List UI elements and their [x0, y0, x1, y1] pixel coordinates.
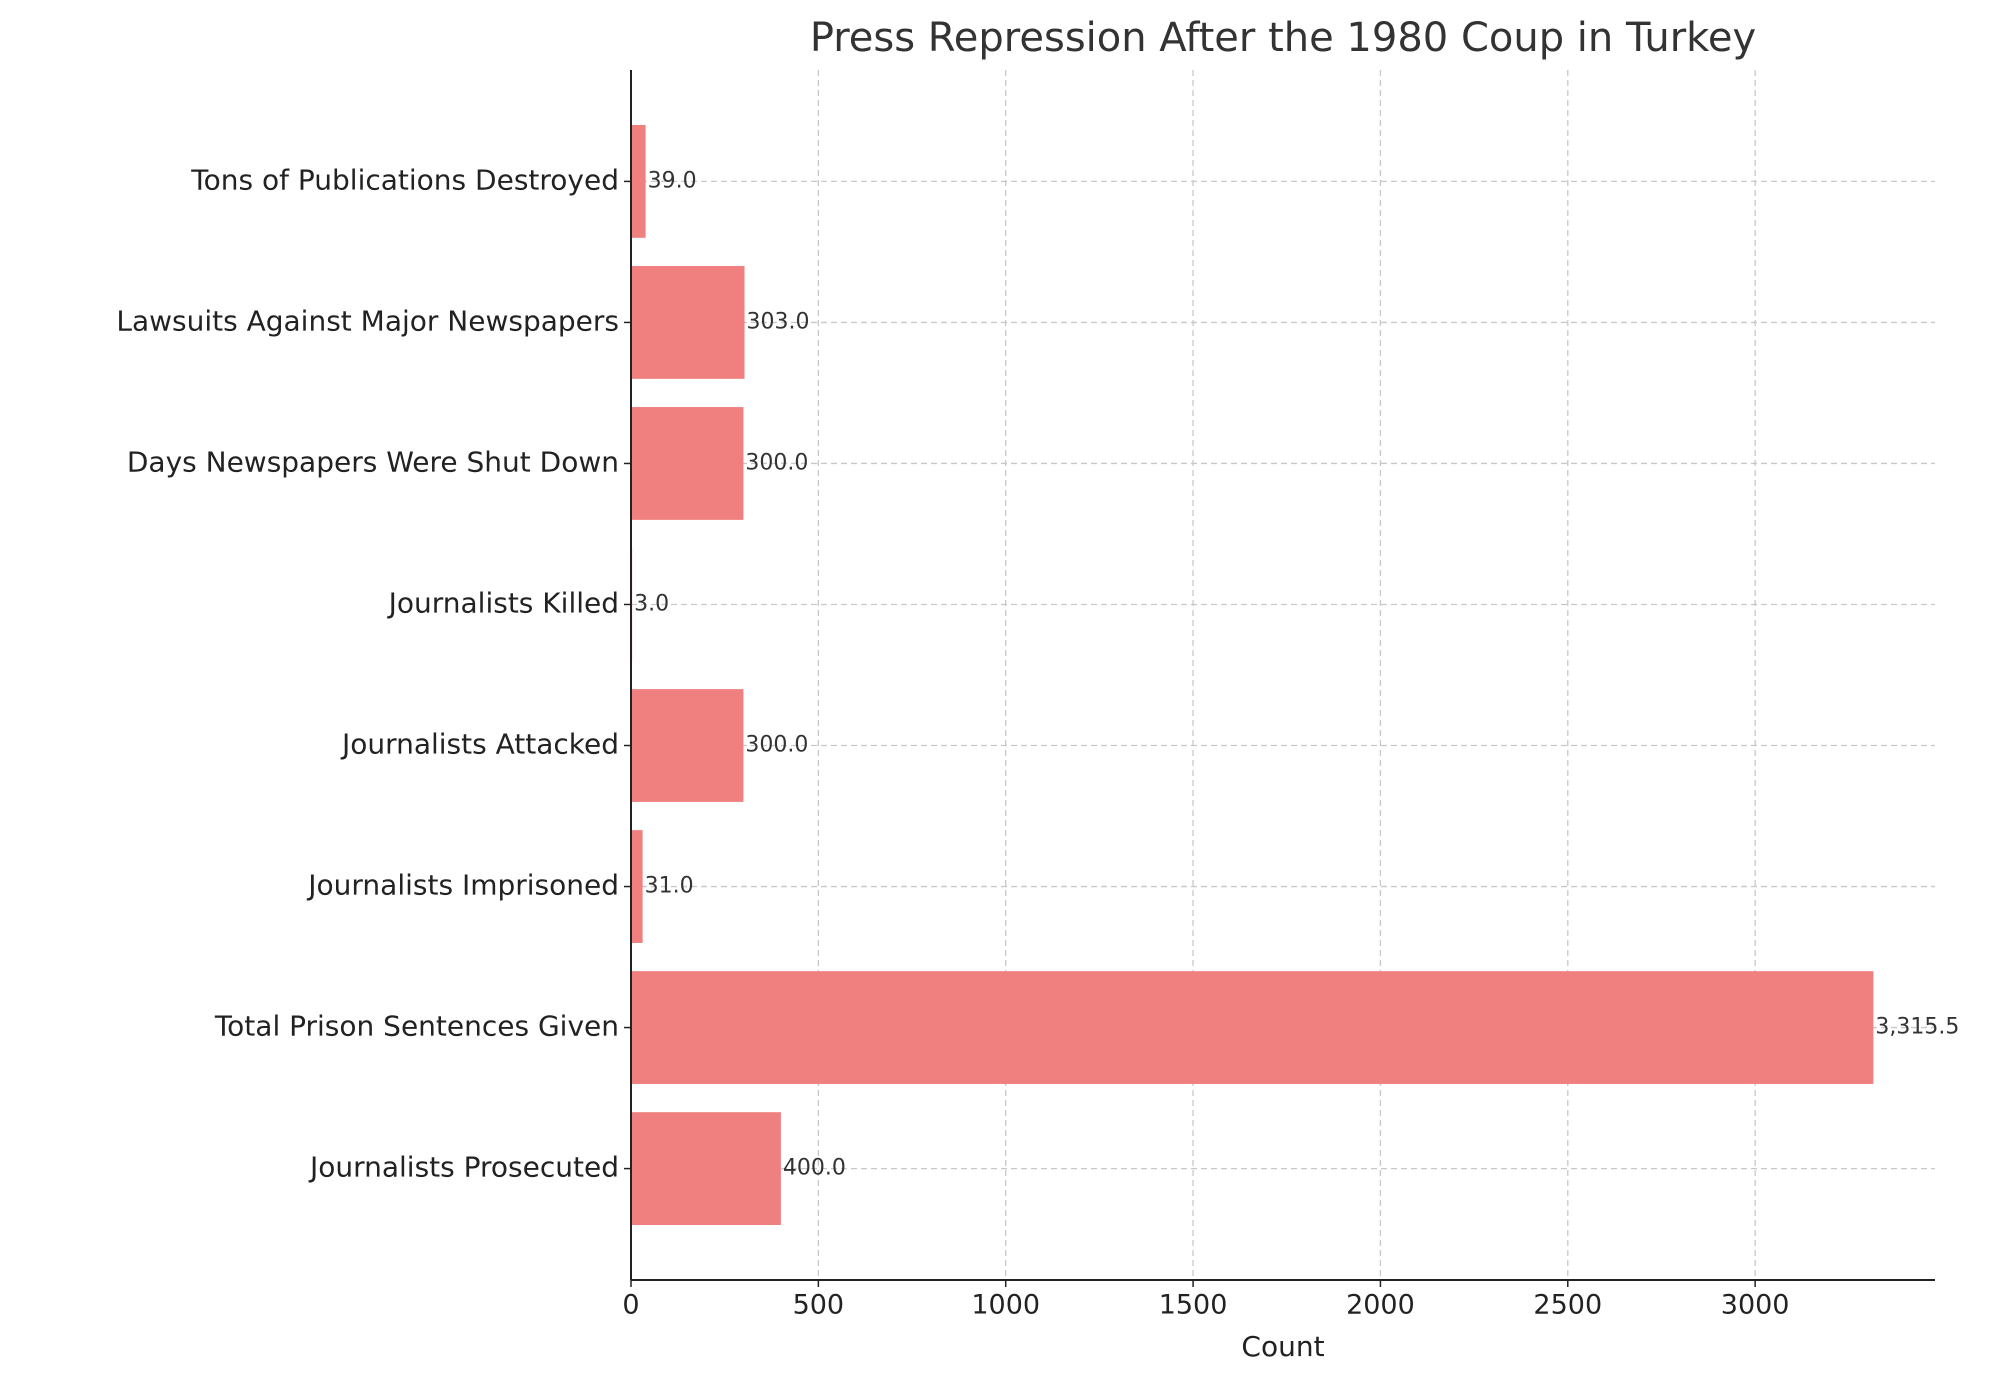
y-tick-label: Days Newspapers Were Shut Down	[127, 445, 619, 478]
value-label: 3,315.5	[1875, 1015, 1959, 1040]
value-label: 400.0	[783, 1156, 846, 1181]
value-label: 39.0	[648, 168, 697, 193]
chart-title: Press Repression After the 1980 Coup in …	[810, 15, 1756, 61]
x-tick-label: 2500	[1533, 1290, 1602, 1321]
bar	[631, 971, 1874, 1084]
y-tick-label: Journalists Attacked	[340, 728, 619, 761]
y-tick-label: Journalists Killed	[387, 586, 619, 619]
bar	[631, 1112, 781, 1225]
x-tick-label: 1000	[971, 1290, 1040, 1321]
x-tick-label: 3000	[1721, 1290, 1790, 1321]
value-label: 303.0	[747, 309, 810, 334]
value-label: 300.0	[745, 733, 808, 758]
x-axis-label: Count	[1241, 1330, 1324, 1363]
bar	[631, 830, 643, 943]
value-label: 31.0	[645, 874, 694, 899]
bar	[631, 125, 646, 238]
y-tick-label: Tons of Publications Destroyed	[190, 163, 619, 196]
x-tick-label: 1500	[1159, 1290, 1228, 1321]
y-tick-label: Journalists Prosecuted	[308, 1151, 619, 1184]
x-tick-label: 2000	[1346, 1290, 1415, 1321]
y-tick-label: Lawsuits Against Major Newspapers	[116, 304, 619, 337]
y-tick-label: Journalists Imprisoned	[306, 869, 619, 902]
bar	[631, 407, 744, 520]
bar	[631, 689, 744, 802]
value-label: 3.0	[634, 591, 669, 616]
y-tick-label: Total Prison Sentences Given	[214, 1010, 619, 1043]
x-tick-label: 500	[793, 1290, 845, 1321]
value-label: 300.0	[745, 450, 808, 475]
bar	[631, 266, 745, 379]
x-tick-label: 0	[622, 1290, 639, 1321]
